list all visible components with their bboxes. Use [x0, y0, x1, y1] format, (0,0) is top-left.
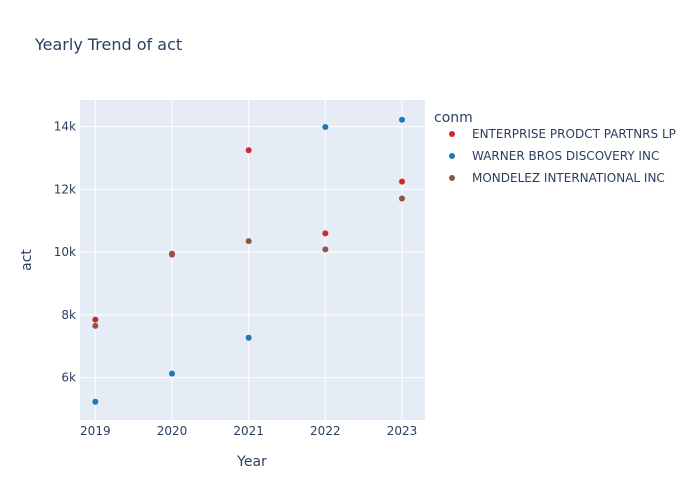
chart-title: Yearly Trend of act: [34, 35, 182, 54]
x-tick-label: 2021: [233, 424, 264, 438]
legend-marker: [449, 175, 455, 181]
data-point: [322, 246, 329, 253]
legend: conm ENTERPRISE PRODCT PARTNRS LP WARNER …: [434, 110, 676, 185]
data-point: [92, 398, 99, 405]
series-3: [92, 195, 405, 329]
x-tick-labels: 2019 2020 2021 2022 2023: [80, 424, 417, 438]
y-tick-label: 6k: [61, 371, 76, 385]
plot-background: [80, 100, 425, 420]
x-tick-label: 2020: [157, 424, 188, 438]
x-tick-label: 2023: [387, 424, 418, 438]
x-axis-title: Year: [236, 454, 267, 470]
gridlines: [80, 100, 425, 420]
data-point: [399, 178, 405, 185]
y-tick-label: 10k: [54, 245, 76, 259]
data-point: [399, 195, 405, 202]
y-tick-label: 12k: [54, 182, 76, 196]
data-point: [245, 238, 252, 245]
data-points: [92, 116, 405, 405]
legend-title: conm: [434, 110, 473, 126]
legend-item[interactable]: MONDELEZ INTERNATIONAL INC: [449, 171, 665, 185]
data-point: [322, 123, 329, 130]
legend-label: WARNER BROS DISCOVERY INC: [472, 149, 659, 163]
series-2: [92, 116, 405, 405]
data-point: [399, 116, 405, 123]
y-tick-labels: 6k 8k 10k 12k 14k: [54, 120, 76, 385]
data-point: [322, 230, 329, 237]
data-point: [169, 370, 175, 377]
data-point: [245, 147, 252, 154]
x-tick-label: 2022: [310, 424, 341, 438]
legend-label: MONDELEZ INTERNATIONAL INC: [472, 171, 665, 185]
legend-marker: [449, 131, 455, 137]
legend-marker: [449, 153, 455, 159]
data-point: [92, 316, 99, 323]
y-tick-label: 8k: [61, 308, 76, 322]
data-point: [92, 322, 99, 329]
legend-item[interactable]: WARNER BROS DISCOVERY INC: [449, 149, 659, 163]
legend-label: ENTERPRISE PRODCT PARTNRS LP: [472, 127, 676, 141]
y-tick-label: 14k: [54, 120, 76, 134]
legend-item[interactable]: ENTERPRISE PRODCT PARTNRS LP: [449, 127, 676, 141]
data-point: [245, 334, 252, 341]
x-tick-label: 2019: [80, 424, 111, 438]
data-point: [169, 251, 175, 258]
y-axis-title: act: [19, 249, 35, 271]
